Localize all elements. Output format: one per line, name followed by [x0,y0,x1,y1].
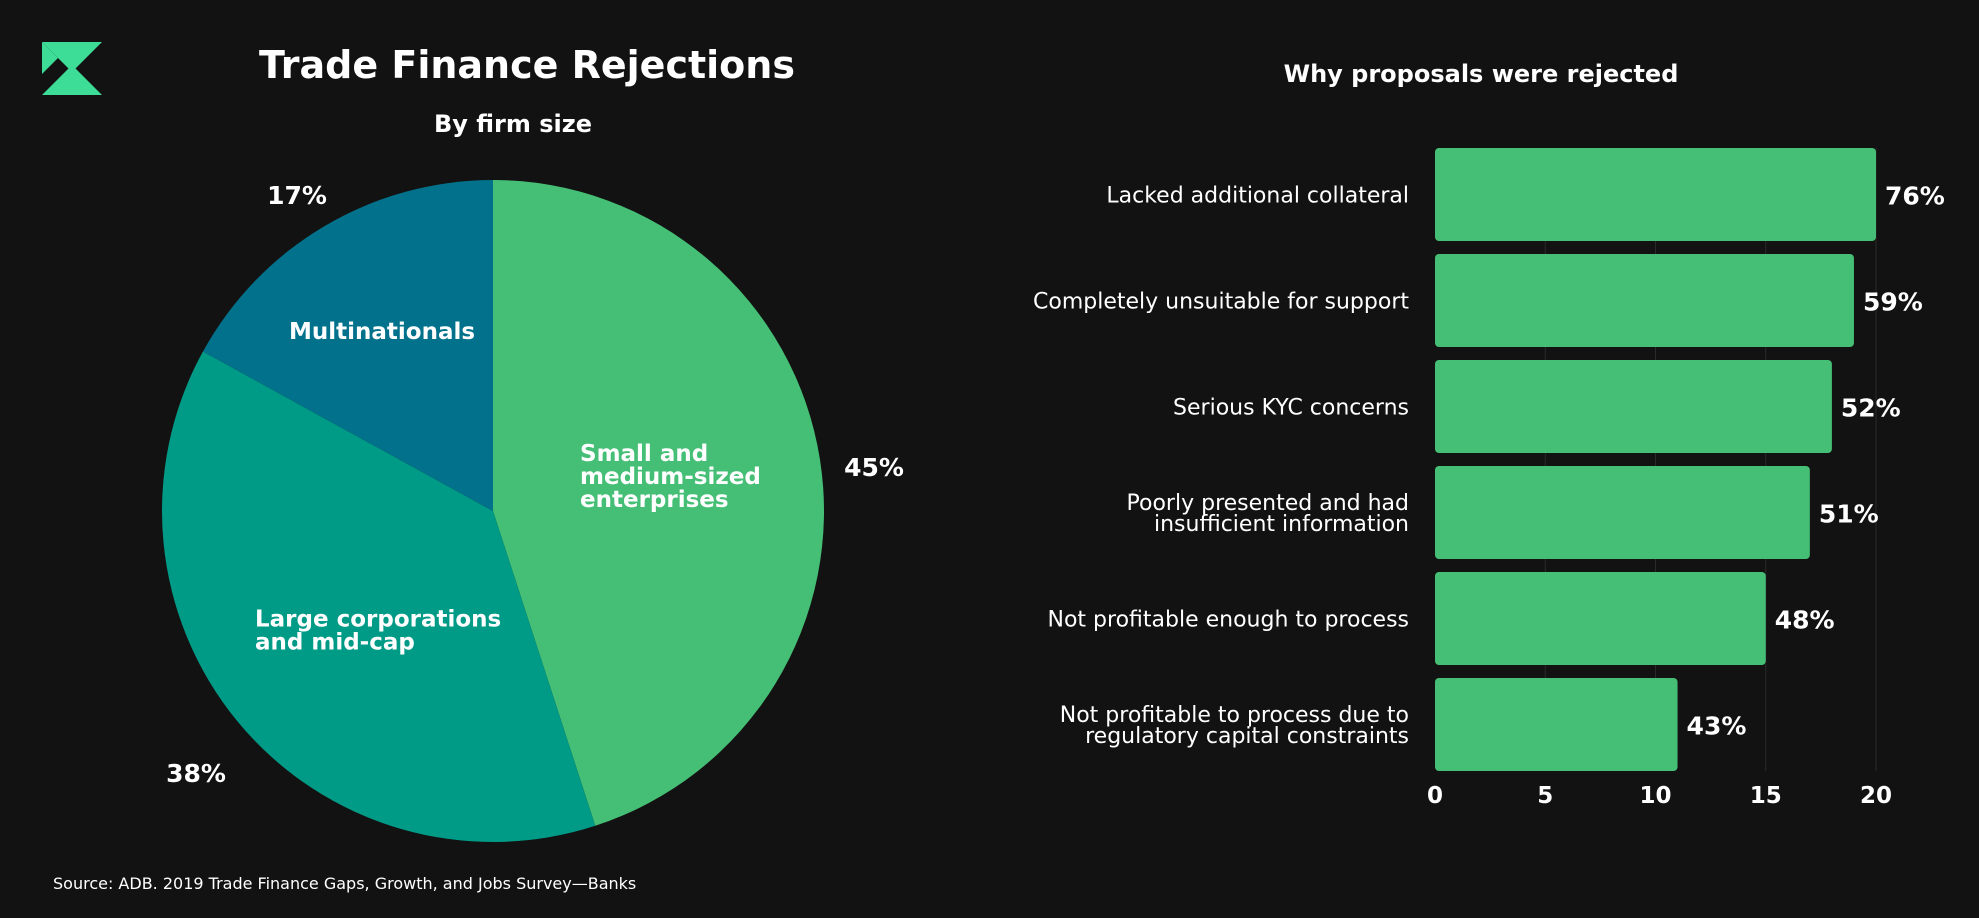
logo-left-triangle [42,42,58,74]
x-tick-label-4: 20 [1860,783,1892,809]
x-tick-label-2: 10 [1639,783,1671,809]
bar-value-label-0: 76% [1885,182,1945,211]
pie-chart-title: Trade Finance Rejections [259,43,795,87]
x-tick-label-3: 15 [1750,783,1782,809]
bar-0 [1435,148,1876,241]
bar-category-label-0: Lacked additional collateral [1106,184,1409,209]
bar-category-label-1: Completely unsuitable for support [1033,290,1409,315]
bar-value-label-1: 59% [1863,288,1923,317]
pie-slice-label-0: Small and medium-sized enterprises [580,441,761,513]
pie-slice-label-1: Large corporations and mid-cap [255,607,501,656]
logo-top-triangle [42,42,102,72]
bar-4 [1435,572,1766,665]
bar-category-label-2: Serious KYC concerns [1173,396,1409,421]
bar-chart: 76% Lacked additional collateral 59% Comple… [1033,148,1945,809]
pie-slice-0 [493,180,824,826]
brand-logo-icon [42,42,102,95]
bar-5 [1435,678,1678,771]
logo-bottom-triangle [42,65,102,95]
source-note: Source: ADB. 2019 Trade Finance Gaps, Gr… [53,874,636,893]
pie-chart: Small and medium-sized enterprises 45% Large… [161,180,904,842]
bar-category-label-5: Not profitable to process due to regulato… [1060,703,1409,749]
bar-category-label-4: Not profitable enough to process [1048,608,1410,633]
x-tick-label-1: 5 [1537,783,1553,809]
pie-pct-label-1: 38% [166,759,226,788]
pie-pct-label-2: 17% [267,181,327,210]
pie-chart-subtitle: By firm size [434,110,592,138]
bar-value-label-4: 48% [1775,606,1835,635]
pie-slice-label-2: Multinationals [289,319,475,345]
bar-value-label-2: 52% [1841,394,1901,423]
pie-pct-label-0: 45% [844,453,904,482]
bar-category-label-3: Poorly presented and had insufficient inf… [1127,491,1409,537]
bar-3 [1435,466,1810,559]
bar-value-label-5: 43% [1687,712,1747,741]
bar-1 [1435,254,1854,347]
bar-value-label-3: 51% [1819,500,1879,529]
x-tick-label-0: 0 [1427,783,1443,809]
bar-2 [1435,360,1832,453]
bar-chart-title: Why proposals were rejected [1284,60,1679,88]
pie-slice-2 [202,180,493,511]
pie-slice-1 [161,351,596,842]
